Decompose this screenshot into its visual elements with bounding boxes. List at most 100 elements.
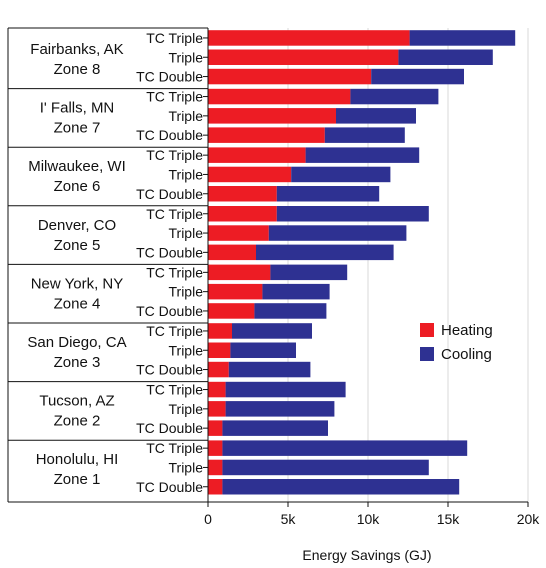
bar-cooling-3-1 [268,225,407,241]
bar-heating-7-2 [208,479,223,495]
group-label-5: San Diego, CA [27,334,126,351]
group-label-4: New York, NY [31,275,124,292]
category-label-0-2: TC Double [136,69,203,85]
category-label-5-1: Triple [169,342,204,358]
bar-cooling-5-1 [230,342,296,358]
legend-swatch-heating [420,323,434,337]
group-label-3: Denver, CO [38,217,116,234]
bar-cooling-4-1 [262,283,330,300]
category-label-6-0: TC Triple [146,382,203,398]
group-zone-5: Zone 3 [54,354,101,371]
bar-heating-3-0 [208,206,277,222]
bar-heating-6-0 [208,381,226,398]
bar-heating-1-0 [208,88,351,105]
bar-heating-3-1 [208,225,269,241]
group-zone-0: Zone 8 [54,61,101,78]
group-zone-4: Zone 4 [54,295,101,312]
bar-cooling-2-1 [291,166,391,183]
bar-cooling-6-2 [222,420,328,436]
category-label-2-0: TC Triple [146,147,203,163]
x-axis-title: Energy Savings (GJ) [302,547,431,563]
category-label-5-0: TC Triple [146,323,203,339]
bar-heating-1-2 [208,127,325,143]
x-tick-label-3: 15k [437,511,461,527]
bar-cooling-4-0 [270,264,348,281]
x-tick-label-2: 10k [357,511,381,527]
bar-cooling-3-2 [256,244,394,261]
category-label-2-1: Triple [169,166,204,182]
bar-heating-5-0 [208,323,232,339]
group-zone-2: Zone 6 [54,178,101,195]
bar-cooling-1-2 [324,127,405,143]
group-label-2: Milwaukee, WI [28,158,126,175]
category-label-0-1: Triple [169,49,204,65]
bar-cooling-7-1 [222,459,429,476]
category-label-7-0: TC Triple [146,440,203,456]
category-label-6-1: Triple [169,401,204,417]
group-label-1: I' Falls, MN [40,100,115,117]
bar-cooling-2-2 [276,186,380,202]
x-tick-label-4: 20k [517,511,541,527]
legend-label-cooling: Cooling [441,346,492,363]
bar-heating-5-1 [208,342,231,358]
category-label-2-2: TC Double [136,186,203,202]
bar-heating-0-1 [208,49,399,65]
bar-cooling-1-0 [350,88,439,105]
bar-heating-7-0 [208,440,223,456]
bar-cooling-1-1 [336,108,416,124]
category-label-6-2: TC Double [136,420,203,436]
bar-cooling-7-2 [222,479,460,495]
legend: Heating Cooling [420,322,493,363]
bar-heating-3-2 [208,244,256,261]
bar-heating-1-1 [208,108,336,124]
group-label-6: Tucson, AZ [39,393,114,410]
bar-heating-5-2 [208,361,229,378]
bar-heating-7-1 [208,459,223,476]
bar-heating-2-2 [208,186,277,202]
category-label-3-1: Triple [169,225,204,241]
group-zone-1: Zone 7 [54,120,101,137]
bar-cooling-0-2 [371,68,464,85]
category-label-5-2: TC Double [136,362,203,378]
bar-cooling-2-0 [305,147,420,163]
bar-heating-6-2 [208,420,223,436]
group-zone-3: Zone 5 [54,237,101,254]
x-axis: 0 5k 10k 15k 20k [204,501,541,527]
bar-cooling-6-0 [225,381,346,398]
bar-heating-4-0 [208,264,271,281]
bar-cooling-3-0 [276,206,429,222]
group-zone-7: Zone 1 [54,471,101,488]
bar-cooling-6-1 [225,401,335,417]
bar-heating-2-0 [208,147,306,163]
bar-cooling-5-0 [232,323,312,339]
bar-cooling-7-0 [222,440,468,456]
bar-heating-0-0 [208,30,410,46]
legend-label-heating: Heating [441,322,493,339]
bar-cooling-5-2 [228,361,311,378]
x-tick-label-0: 0 [204,511,212,527]
bar-cooling-4-2 [254,303,327,319]
category-label-0-0: TC Triple [146,30,203,46]
group-label-7: Honolulu, HI [36,451,119,468]
bar-heating-0-2 [208,68,372,85]
bar-cooling-0-0 [409,30,516,46]
category-label-1-2: TC Double [136,127,203,143]
group-zone-6: Zone 2 [54,413,101,430]
category-label-4-1: Triple [169,284,204,300]
x-tick-label-1: 5k [281,511,297,527]
bar-heating-2-1 [208,166,292,183]
category-label-1-1: Triple [169,108,204,124]
group-label-0: Fairbanks, AK [30,41,123,58]
category-label-3-0: TC Triple [146,206,203,222]
category-label-4-0: TC Triple [146,264,203,280]
category-label-7-2: TC Double [136,479,203,495]
category-label-7-1: Triple [169,459,204,475]
bars [208,30,516,495]
bar-heating-4-2 [208,303,255,319]
category-labels: Fairbanks, AK Zone 8 TC Triple Triple TC Dou… [7,27,209,503]
category-label-4-2: TC Double [136,303,203,319]
category-label-3-2: TC Double [136,244,203,260]
category-label-1-0: TC Triple [146,89,203,105]
bar-heating-6-1 [208,401,226,417]
